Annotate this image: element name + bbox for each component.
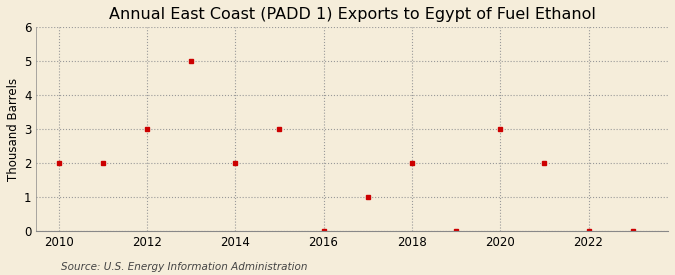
Text: Source: U.S. Energy Information Administration: Source: U.S. Energy Information Administ…: [61, 262, 307, 272]
Y-axis label: Thousand Barrels: Thousand Barrels: [7, 78, 20, 181]
Title: Annual East Coast (PADD 1) Exports to Egypt of Fuel Ethanol: Annual East Coast (PADD 1) Exports to Eg…: [109, 7, 596, 22]
